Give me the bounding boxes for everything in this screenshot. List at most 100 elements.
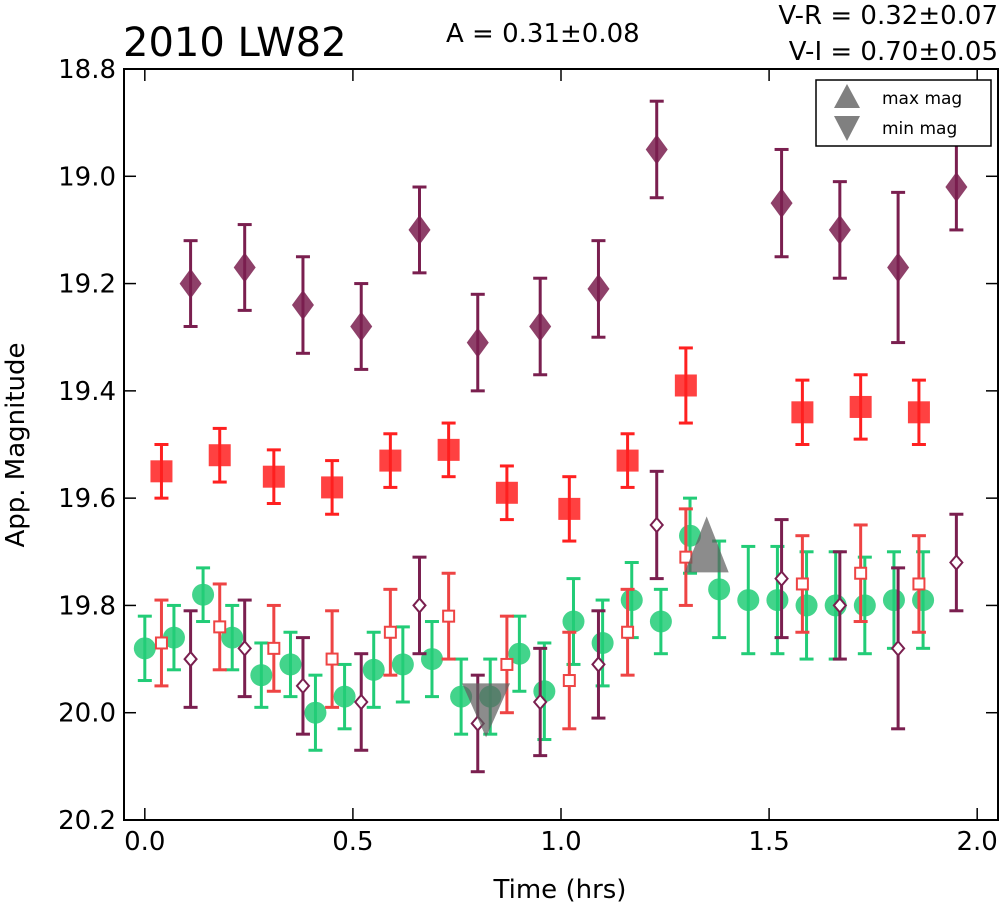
amplitude-label: A = 0.31±0.08 bbox=[446, 19, 640, 49]
data-point bbox=[529, 311, 552, 342]
data-point bbox=[562, 674, 576, 688]
data-point bbox=[508, 642, 531, 665]
x-tick-label: 1.0 bbox=[540, 827, 581, 857]
data-point bbox=[770, 188, 793, 219]
data-point bbox=[912, 577, 926, 591]
y-axis-label: App. Magnitude bbox=[1, 342, 31, 547]
y-tick-label: 20.2 bbox=[58, 806, 116, 836]
data-point bbox=[795, 594, 818, 617]
data-point bbox=[791, 401, 814, 424]
data-point bbox=[795, 577, 809, 591]
data-point bbox=[233, 252, 256, 283]
data-point bbox=[333, 685, 356, 708]
data-point bbox=[912, 589, 935, 612]
data-point bbox=[649, 516, 665, 534]
data-point bbox=[295, 677, 311, 695]
data-point bbox=[945, 172, 968, 203]
data-point bbox=[737, 589, 760, 612]
data-point bbox=[890, 639, 906, 657]
data-point bbox=[304, 701, 327, 724]
data-point bbox=[353, 693, 369, 711]
data-point bbox=[213, 620, 227, 634]
data-point bbox=[442, 609, 456, 623]
series-2-circle-filled bbox=[133, 496, 935, 752]
legend-label-min: min mag bbox=[882, 119, 957, 139]
data-point bbox=[708, 578, 731, 601]
series-3-square-open bbox=[154, 507, 926, 731]
data-point bbox=[887, 252, 910, 283]
data-point bbox=[645, 134, 668, 165]
min-mag-icon bbox=[834, 116, 860, 141]
data-point bbox=[766, 589, 789, 612]
data-point bbox=[133, 637, 156, 660]
data-point bbox=[208, 444, 231, 467]
data-point bbox=[150, 460, 173, 483]
data-point bbox=[854, 566, 868, 580]
series-1-square-filled bbox=[150, 346, 930, 543]
x-tick-label: 0.0 bbox=[124, 827, 165, 857]
data-point bbox=[562, 610, 585, 633]
data-point bbox=[291, 290, 314, 321]
data-point bbox=[774, 570, 789, 588]
data-point bbox=[616, 449, 639, 472]
vi-color-label: V-I = 0.70±0.05 bbox=[789, 37, 998, 67]
data-point bbox=[183, 650, 198, 668]
data-point bbox=[321, 476, 344, 499]
max-mag-icon bbox=[834, 84, 860, 108]
axis-ticks: 0.0 0.5 1.0 1.5 2.0 18.8 19.0 19.2 19.4 19.6 19.8 2… bbox=[58, 55, 999, 857]
data-point bbox=[262, 465, 285, 488]
data-point bbox=[162, 626, 185, 649]
y-tick-label: 19.8 bbox=[58, 591, 116, 621]
data-point bbox=[383, 625, 397, 639]
data-point bbox=[154, 636, 168, 650]
x-axis-label: Time (hrs) bbox=[493, 875, 627, 904]
data-point bbox=[832, 596, 848, 614]
data-point bbox=[621, 625, 635, 639]
data-point bbox=[250, 664, 273, 687]
y-tick-label: 19.0 bbox=[58, 162, 116, 192]
data-point bbox=[532, 693, 548, 711]
data-point bbox=[325, 652, 339, 666]
data-point bbox=[591, 631, 614, 654]
data-point bbox=[466, 327, 489, 358]
chart-title: 2010 LW82 bbox=[123, 20, 347, 66]
data-point bbox=[420, 648, 443, 671]
data-point bbox=[179, 268, 202, 299]
data-point bbox=[362, 658, 385, 681]
legend-label-max: max mag bbox=[882, 89, 962, 109]
data-point bbox=[221, 626, 244, 649]
data-point bbox=[279, 653, 302, 676]
data-point bbox=[412, 596, 427, 614]
data-point bbox=[882, 589, 905, 612]
data-point bbox=[391, 653, 414, 676]
series-4-diamond-open bbox=[183, 469, 964, 774]
vr-color-label: V-R = 0.32±0.07 bbox=[778, 1, 998, 31]
series-0-diamond-filled bbox=[179, 99, 968, 393]
y-tick-label: 20.0 bbox=[58, 699, 116, 729]
data-point bbox=[828, 214, 851, 245]
data-point bbox=[500, 657, 514, 671]
data-point bbox=[558, 497, 581, 520]
data-point bbox=[192, 583, 215, 606]
x-tick-label: 0.5 bbox=[332, 827, 373, 857]
data-point bbox=[379, 449, 402, 472]
y-tick-label: 19.4 bbox=[58, 377, 116, 407]
data-point bbox=[587, 273, 610, 304]
y-tick-label: 19.6 bbox=[58, 484, 116, 514]
data-point bbox=[620, 589, 643, 612]
data-point bbox=[495, 481, 518, 504]
data-point bbox=[949, 553, 964, 572]
data-point bbox=[849, 395, 872, 418]
x-tick-label: 1.5 bbox=[748, 827, 789, 857]
legend: max mag min mag bbox=[815, 79, 992, 147]
data-point bbox=[437, 438, 460, 461]
y-tick-label: 19.2 bbox=[58, 270, 116, 300]
data-point bbox=[591, 655, 606, 673]
x-tick-label: 2.0 bbox=[957, 827, 998, 857]
data-point bbox=[350, 311, 373, 342]
data-point bbox=[267, 641, 281, 655]
data-point bbox=[649, 610, 672, 633]
max-mag-marker bbox=[684, 516, 729, 573]
min-mag-marker bbox=[462, 683, 511, 738]
